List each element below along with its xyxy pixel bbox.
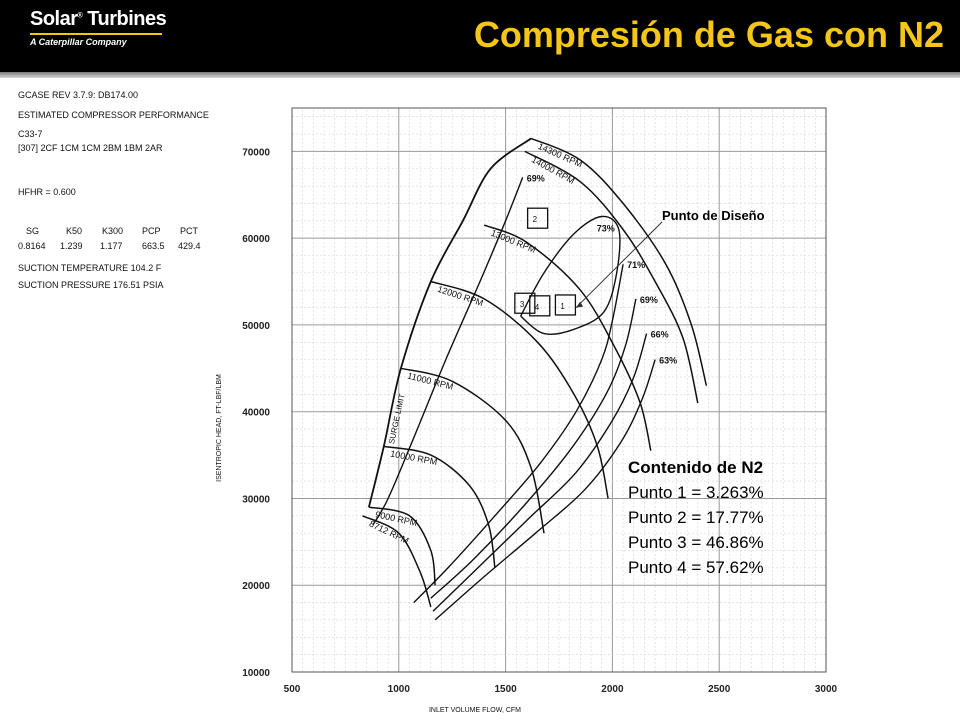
chart-axes — [291, 107, 827, 673]
design-point-4: 4 — [529, 295, 551, 317]
design-point-label: 2 — [533, 215, 538, 224]
legend-item-point-1: Punto 1 = 3.263% — [628, 483, 764, 502]
efficiency-line — [413, 264, 624, 604]
x-tick-label: 2000 — [601, 684, 624, 695]
x-tick-label: 1500 — [494, 684, 517, 695]
design-point-box — [514, 292, 536, 314]
y-tick-label: 10000 — [242, 668, 270, 679]
efficiency-island-label: 73% — [597, 223, 615, 233]
speed-line — [362, 515, 432, 608]
y-axis-label: ISENTROPIC HEAD, FT-LBF/LBM — [216, 374, 223, 482]
design-point-annotation: Punto de Diseño — [575, 208, 765, 308]
efficiency-label: 69% — [527, 173, 545, 183]
suction-temperature: SUCTION TEMPERATURE 104.2 F — [18, 263, 162, 273]
efficiency-line — [432, 333, 648, 612]
efficiency-label: 63% — [659, 356, 677, 366]
speed-line — [368, 506, 436, 586]
y-tick-label: 50000 — [242, 321, 270, 332]
legend-item-point-2: Punto 2 = 17.77% — [628, 508, 764, 527]
efficiency-label: 69% — [640, 295, 658, 305]
n2-content-legend: Contenido de N2 Punto 1 = 3.263% Punto 2… — [628, 455, 764, 580]
annotation-arrow-head — [576, 301, 584, 308]
solar-turbines-logo: Solar® Turbines A Caterpillar Company — [30, 8, 167, 47]
efficiency-label: 71% — [627, 260, 645, 270]
surge-limit-line — [368, 137, 532, 508]
design-point-box — [526, 207, 549, 229]
efficiency-line — [372, 177, 524, 525]
x-tick-label: 2500 — [708, 684, 731, 695]
design-point-3: 3 — [514, 292, 536, 314]
efficiency-label: 66% — [651, 330, 669, 340]
y-tick-label: 70000 — [242, 147, 270, 158]
performance-title: ESTIMATED COMPRESSOR PERFORMANCE — [18, 110, 209, 120]
logo-rule — [30, 33, 162, 35]
efficiency-lines: 69% 71% 69% 66% 63% 73% — [372, 173, 677, 621]
speed-line — [383, 445, 496, 569]
header-bar: Solar® Turbines A Caterpillar Company Co… — [0, 0, 960, 72]
x-tick-label: 1000 — [388, 684, 411, 695]
y-tick-label: 40000 — [242, 408, 270, 419]
chart-grid — [291, 108, 827, 673]
annotation-label: Punto de Diseño — [662, 208, 765, 223]
annotation-arrow-line — [575, 221, 663, 308]
compressor-map-chart: 500 1000 1500 2000 2500 3000 10000 20000 30000 40… — [216, 107, 838, 714]
compressor-info-panel: GCASE REV 3.7.9: DB174.00 ESTIMATED COMP… — [18, 90, 209, 290]
design-point-2: 2 — [526, 207, 549, 229]
y-tick-label: 20000 — [242, 581, 270, 592]
stage-config: [307] 2CF 1CM 1CM 2BM 1BM 2AR — [18, 143, 163, 153]
chart-tick-labels: 500 1000 1500 2000 2500 3000 10000 20000 30000 40… — [242, 147, 837, 695]
design-point-box — [529, 295, 551, 317]
logo-subtitle: A Caterpillar Company — [30, 37, 127, 47]
speed-line — [524, 150, 699, 404]
design-point-label: 1 — [560, 302, 565, 311]
design-point-box — [554, 294, 577, 316]
model-code: C33-7 — [18, 129, 43, 139]
efficiency-island — [519, 215, 621, 336]
legend-item-point-4: Punto 4 = 57.62% — [628, 558, 764, 577]
plot-frame — [291, 107, 827, 673]
legend-heading: Contenido de N2 — [628, 458, 764, 477]
speed-line — [430, 280, 609, 499]
hfhr-value: HFHR = 0.600 — [18, 187, 76, 197]
efficiency-line — [434, 359, 656, 621]
x-tick-label: 500 — [284, 684, 301, 695]
design-point-label: 4 — [535, 303, 540, 312]
efficiency-line — [430, 298, 637, 599]
design-point-label: 3 — [520, 300, 525, 309]
y-tick-label: 30000 — [242, 494, 270, 505]
header-divider — [0, 72, 960, 78]
design-point-1: 1 — [554, 294, 577, 316]
design-points: 1 2 3 4 — [514, 207, 577, 317]
gcase-rev: GCASE REV 3.7.9: DB174.00 — [18, 90, 139, 100]
speed-line — [483, 224, 652, 451]
x-tick-label: 3000 — [815, 684, 838, 695]
x-axis-label: INLET VOLUME FLOW, CFM — [429, 707, 521, 714]
legend-item-point-3: Punto 3 = 46.86% — [628, 533, 764, 552]
y-tick-label: 60000 — [242, 234, 270, 245]
page-title: Compresión de Gas con N2 — [473, 14, 944, 55]
suction-pressure: SUCTION PRESSURE 176.51 PSIA — [18, 280, 164, 290]
speed-line — [400, 367, 545, 534]
